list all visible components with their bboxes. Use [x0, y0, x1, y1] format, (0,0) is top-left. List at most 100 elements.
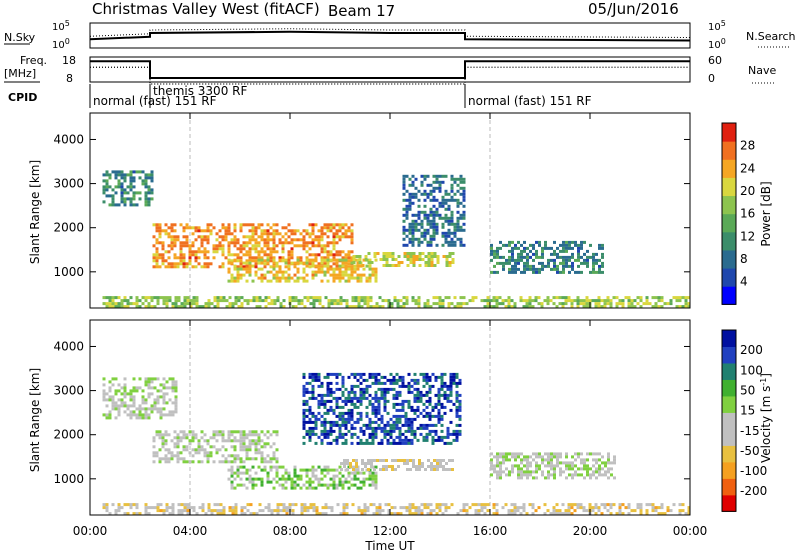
heatmap-cell [433, 264, 437, 267]
heatmap-cell [102, 200, 106, 204]
heatmap-cell [170, 451, 174, 455]
heatmap-cell [407, 417, 411, 421]
heatmap-cell [417, 305, 421, 309]
heatmap-cell [406, 258, 410, 261]
heatmap-cell [329, 258, 333, 262]
heatmap-cell [405, 189, 409, 193]
heatmap-cell [353, 405, 357, 409]
heatmap-cell [341, 256, 345, 260]
heatmap-cell [630, 305, 634, 309]
nsearch-tick-top: 105 [708, 19, 726, 33]
heatmap-cell [168, 506, 172, 510]
heatmap-cell [359, 273, 363, 277]
heatmap-cell [158, 232, 162, 236]
heatmap-cell [341, 250, 345, 254]
heatmap-cell [321, 305, 325, 309]
heatmap-cell [194, 226, 198, 230]
heatmap-cell [344, 426, 348, 430]
heatmap-cell [246, 509, 250, 513]
heatmap-cell [338, 372, 342, 376]
heatmap-cell [213, 305, 217, 309]
heatmap-cell [618, 503, 622, 507]
heatmap-cell [317, 372, 321, 376]
heatmap-cell [336, 503, 340, 507]
heatmap-cell [144, 200, 148, 204]
heatmap-cell [314, 414, 318, 418]
heatmap-cell [204, 302, 208, 306]
heatmap-cell [335, 273, 339, 277]
heatmap-cell [173, 253, 177, 257]
heatmap-cell [341, 235, 345, 239]
heatmap-cell [281, 259, 285, 263]
heatmap-cell [410, 417, 414, 421]
heatmap-cell [462, 213, 466, 217]
colorbar-tick-label: 8 [740, 252, 748, 266]
heatmap-cell [266, 223, 270, 227]
heatmap-cell [440, 393, 444, 397]
heatmap-cell [275, 471, 279, 475]
heatmap-cell [320, 270, 324, 274]
heatmap-cell [373, 252, 377, 255]
heatmap-cell [414, 195, 418, 199]
heatmap-cell [183, 299, 187, 303]
heatmap-cell [242, 265, 246, 269]
heatmap-cell [164, 430, 168, 434]
heatmap-cell [144, 182, 148, 186]
heatmap-cell [236, 259, 240, 263]
heatmap-cell [567, 296, 571, 300]
heatmap-cell [361, 459, 364, 462]
heatmap-cell [341, 378, 345, 382]
heatmap-cell [387, 503, 391, 507]
heatmap-cell [227, 477, 231, 481]
heatmap-cell [483, 506, 487, 510]
heatmap-cell [577, 255, 580, 259]
heatmap-cell [141, 398, 145, 402]
heatmap-cell [332, 372, 336, 376]
heatmap-cell [138, 407, 142, 411]
heatmap-cell [308, 408, 312, 412]
heatmap-cell [314, 273, 318, 277]
heatmap-cell [598, 452, 601, 456]
heatmap-cell [233, 460, 237, 464]
heatmap-cell [462, 243, 466, 247]
heatmap-cell [323, 247, 327, 251]
heatmap-cell [168, 386, 172, 390]
heatmap-cell [441, 216, 445, 220]
heatmap-cell [489, 305, 493, 309]
heatmap-cell [433, 468, 436, 471]
heatmap-cell [443, 396, 447, 400]
heatmap-cell [258, 299, 262, 303]
heatmap-cell [367, 261, 371, 264]
heatmap-cell [514, 455, 517, 459]
heatmap-cell [261, 509, 265, 513]
heatmap-cell [233, 430, 237, 434]
heatmap-cell [526, 467, 529, 471]
heatmap-cell [162, 407, 166, 411]
heatmap-cell [182, 436, 186, 440]
heatmap-cell [430, 264, 434, 267]
heatmap-cell [329, 226, 333, 230]
velocity-heatmap [102, 320, 691, 516]
heatmap-cell [594, 305, 598, 309]
heatmap-cell [601, 243, 604, 247]
heatmap-cell [434, 414, 438, 418]
heatmap-cell [266, 436, 270, 440]
heatmap-cell [363, 503, 367, 507]
heatmap-cell [525, 302, 529, 306]
heatmap-cell [459, 201, 463, 205]
heatmap-cell [405, 299, 409, 303]
y-tick-label: 4000 [53, 132, 84, 146]
heatmap-cell [451, 459, 454, 462]
heatmap-cell [254, 483, 258, 487]
heatmap-cell [598, 264, 601, 268]
heatmap-cell [508, 261, 511, 265]
heatmap-cell [105, 188, 109, 192]
heatmap-cell [282, 299, 286, 303]
heatmap-cell [195, 302, 199, 306]
heatmap-cell [282, 506, 286, 510]
heatmap-cell [356, 267, 360, 271]
heatmap-cell [417, 299, 421, 303]
heatmap-cell [320, 261, 324, 265]
heatmap-cell [414, 177, 418, 181]
colorbar-swatch [722, 123, 736, 142]
